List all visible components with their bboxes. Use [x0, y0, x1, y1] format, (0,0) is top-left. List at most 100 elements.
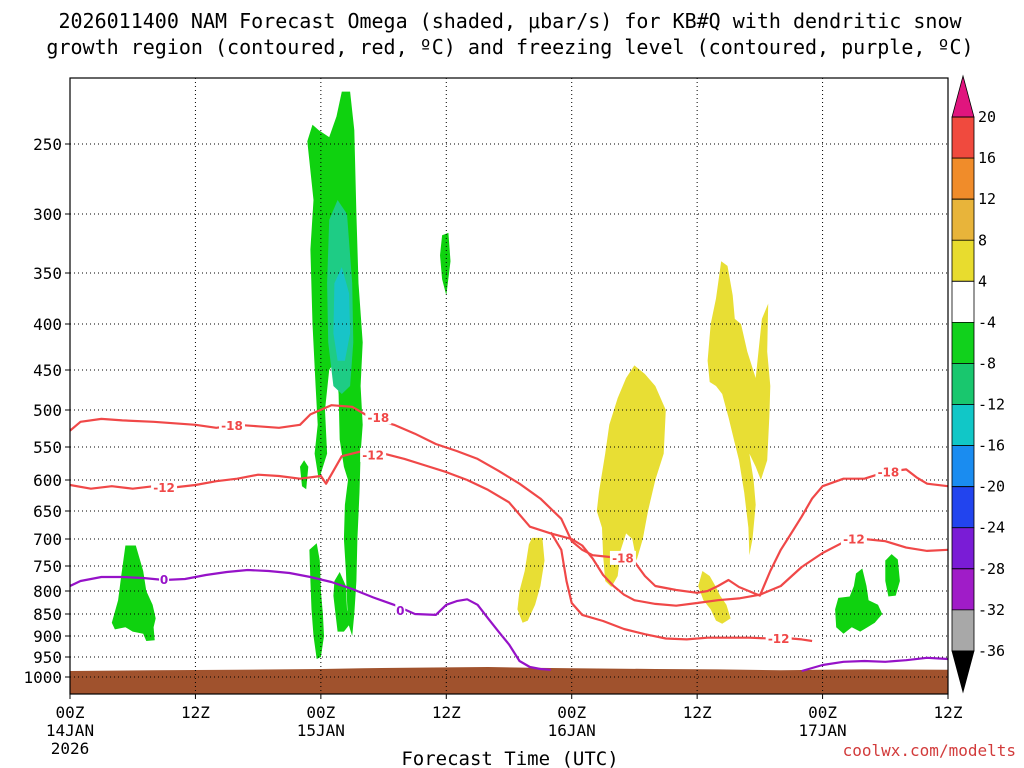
colorbar-swatch-9: [951, 445, 975, 488]
y-tick-label-1000: 1000: [23, 668, 62, 687]
y-tick-label-600: 600: [33, 471, 62, 490]
contour-label-bg-0: [219, 418, 246, 433]
plot-frame: [69, 77, 949, 695]
omega-region-9: [885, 554, 900, 597]
y-tick-label-900: 900: [33, 627, 62, 646]
contour-label-bg-8: [159, 572, 170, 587]
colorbar-label-7: -12: [978, 396, 1005, 414]
colorbar-label-5: -4: [978, 313, 996, 331]
x-tick-label-12: 12Z: [181, 703, 210, 722]
colorbar-swatch-4: [951, 239, 975, 282]
x-axis-label: Forecast Time (UTC): [401, 748, 618, 768]
x-tick-date-0: 14JAN: [46, 721, 94, 740]
contour-label-7: -12: [843, 533, 865, 547]
contour-label-bg-1: [365, 410, 392, 425]
contour-label-bg-7: [840, 532, 867, 546]
colorbar-label-0: 20: [978, 108, 996, 126]
credit-text[interactable]: coolwx.com/modelts: [843, 741, 1016, 760]
x-tick-date-24: 15JAN: [297, 721, 345, 740]
y-tick-label-700: 700: [33, 530, 62, 549]
x-tick-label-60: 12Z: [683, 703, 712, 722]
x-tick-date-72: 17JAN: [798, 721, 846, 740]
contour-label-4: -12: [153, 481, 175, 495]
y-tick-label-650: 650: [33, 502, 62, 521]
y-tick-label-400: 400: [33, 315, 62, 334]
omega-region-3: [440, 232, 451, 296]
plot-background: [70, 78, 948, 694]
omega-region-0: [307, 91, 363, 637]
x-tick-year-0: 2026: [51, 739, 90, 758]
y-tick-label-300: 300: [33, 205, 62, 224]
contour-label-9: 0: [396, 604, 404, 618]
contour-label-bg-6: [765, 631, 792, 646]
x-tick-label-0: 00Z: [56, 703, 85, 722]
omega-region-5: [309, 543, 324, 659]
contour-label-1: -18: [368, 411, 390, 425]
omega-region-10: [596, 365, 666, 587]
colorbar-label-4: 4: [978, 272, 987, 290]
colorbar-swatch-2: [951, 157, 975, 200]
omega-region-11: [517, 537, 545, 623]
y-tick-label-550: 550: [33, 438, 62, 457]
x-tick-label-84: 12Z: [934, 703, 963, 722]
colorbar-swatch-10: [951, 486, 975, 529]
colorbar-label-1: 16: [978, 149, 996, 167]
omega-region-8: [835, 568, 883, 634]
y-tick-label-250: 250: [33, 135, 62, 154]
y-tick-label-450: 450: [33, 361, 62, 380]
contour-label-6: -12: [768, 632, 790, 646]
contour-label-5: -12: [362, 448, 384, 462]
colorbar-swatch-1: [951, 116, 975, 159]
colorbar-swatch-7: [951, 363, 975, 405]
isotherm-line-4: [801, 656, 948, 673]
colorbar-swatch-3: [951, 198, 975, 241]
colorbar-label-8: -16: [978, 437, 1005, 455]
contour-label-2: -18: [612, 551, 634, 565]
omega-region-13: [698, 571, 731, 624]
contour-label-3: -18: [878, 466, 900, 480]
contour-label-bg-2: [609, 550, 636, 565]
x-tick-date-48: 16JAN: [548, 721, 596, 740]
colorbar-swatch-8: [951, 404, 975, 446]
contour-label-0: -18: [221, 419, 243, 433]
y-tick-label-800: 800: [33, 582, 62, 601]
colorbar-swatch-12: [951, 568, 975, 611]
colorbar: 20 16 12 8 4 -4 -8 -12 -16 -20 -24 -28 -32 -36: [951, 74, 1005, 694]
colorbar-label-13: -36: [978, 642, 1005, 660]
colorbar-swatch-6: [951, 322, 975, 364]
x-tick-label-24: 00Z: [306, 703, 335, 722]
colorbar-swatch-11: [951, 527, 975, 570]
contour-label-bg-4: [151, 480, 178, 495]
colorbar-label-3: 8: [978, 231, 987, 249]
terrain-ground: [70, 667, 948, 694]
y-tick-label-500: 500: [33, 401, 62, 420]
y-tick-label-850: 850: [33, 605, 62, 624]
chart-title-line2: growth region (contoured, red, ºC) and f…: [46, 35, 973, 59]
plot-area: -18 -18 -18 -18 -12 -12 -12 -12 0 0: [70, 78, 948, 694]
isotherm-line-0: [70, 449, 948, 607]
colorbar-swatch-14: [951, 650, 975, 694]
omega-region-4: [300, 460, 309, 490]
contour-label-bg-9: [395, 603, 406, 618]
contour-label-bg-3: [875, 465, 902, 480]
colorbar-label-9: -20: [978, 478, 1005, 496]
colorbar-label-6: -8: [978, 354, 996, 372]
omega-region-2: [333, 267, 351, 361]
contour-label-8: 0: [160, 573, 168, 587]
contour-label-bg-5: [360, 447, 387, 462]
omega-region-7: [111, 545, 156, 641]
x-tick-label-72: 00Z: [808, 703, 837, 722]
isotherm-line-2: [70, 404, 948, 597]
x-tick-label-48: 00Z: [557, 703, 586, 722]
colorbar-swatch-0: [951, 74, 975, 118]
colorbar-swatch-5: [951, 280, 975, 323]
y-tick-label-350: 350: [33, 264, 62, 283]
omega-region-12: [707, 261, 771, 556]
colorbar-label-12: -32: [978, 601, 1005, 619]
y-tick-label-950: 950: [33, 648, 62, 667]
y-tick-label-750: 750: [33, 557, 62, 576]
colorbar-label-11: -28: [978, 560, 1005, 578]
colorbar-swatch-13: [951, 609, 975, 652]
plot-content: -18 -18 -18 -18 -12 -12 -12 -12 0 0: [70, 78, 948, 694]
